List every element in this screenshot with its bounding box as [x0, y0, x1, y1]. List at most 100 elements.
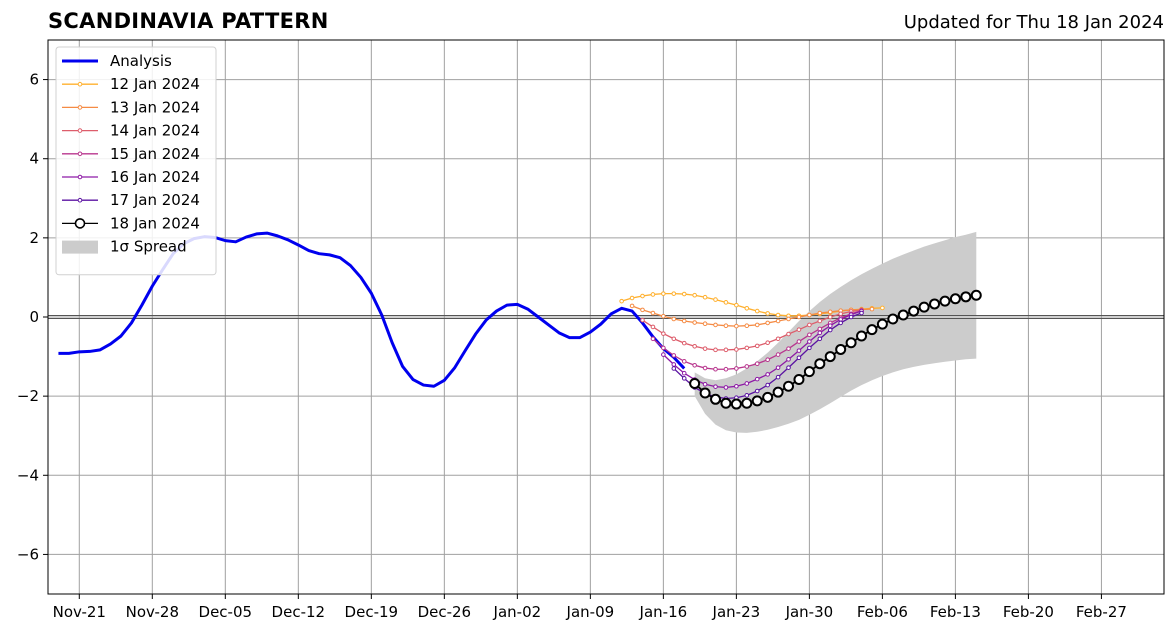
forecast-point — [681, 359, 687, 364]
forecast-point — [734, 323, 739, 329]
forecast-point — [765, 320, 770, 326]
legend-label: 13 Jan 2024 — [110, 98, 200, 116]
forecast-point — [765, 357, 770, 363]
forecast-point — [786, 346, 791, 351]
forecast-point — [640, 307, 645, 313]
forecast-point — [772, 386, 784, 398]
forecast-point — [713, 297, 718, 302]
forecast-point — [692, 362, 697, 368]
forecast-point — [754, 376, 760, 382]
legend-label: 16 Jan 2024 — [110, 168, 200, 186]
legend-entry: Analysis — [62, 52, 172, 70]
legend-marker — [77, 197, 83, 203]
forecast-point — [775, 365, 781, 370]
forecast-series — [661, 308, 864, 390]
forecast-point — [640, 317, 645, 323]
forecast-point — [939, 295, 951, 307]
forecast-point — [762, 391, 774, 403]
forecast-point — [692, 320, 697, 325]
forecast-point — [796, 355, 802, 361]
forecast-point — [681, 376, 687, 381]
forecast-point — [775, 312, 781, 318]
x-tick-label: Jan-16 — [639, 603, 688, 621]
forecast-point — [710, 393, 722, 405]
forecast-point — [744, 364, 750, 369]
forecast-point — [827, 323, 833, 329]
forecast-point — [713, 366, 718, 372]
forecast-point — [765, 372, 770, 377]
forecast-point — [869, 306, 875, 312]
forecast-point — [786, 357, 791, 362]
legend-marker — [77, 151, 83, 157]
forecast-point — [754, 343, 760, 349]
legend-marker — [77, 174, 83, 180]
legend-entry: 12 Jan 2024 — [62, 75, 200, 93]
x-tick-label: Dec-12 — [272, 603, 326, 621]
forecast-point — [629, 295, 635, 301]
forecast-point — [671, 291, 677, 296]
forecast-point — [817, 326, 823, 332]
legend-label: Analysis — [110, 52, 172, 70]
forecast-point — [681, 340, 687, 346]
legend-entry: 14 Jan 2024 — [62, 122, 200, 140]
forecast-point — [671, 316, 677, 322]
x-tick-label: Feb-27 — [1076, 603, 1127, 621]
forecast-point — [866, 324, 878, 336]
forecast-point — [817, 336, 823, 342]
legend-label: 1σ Spread — [110, 238, 187, 256]
forecast-point — [713, 384, 718, 389]
forecast-point — [970, 289, 982, 301]
forecast-point — [661, 291, 666, 296]
forecast-point — [661, 331, 666, 336]
legend-entry: 18 Jan 2024 — [62, 214, 200, 232]
forecast-point — [929, 298, 941, 310]
forecast-point — [827, 309, 833, 315]
forecast-point — [723, 300, 729, 305]
forecast-point — [650, 336, 656, 342]
forecast-point — [897, 309, 909, 321]
forecast-line — [642, 309, 862, 351]
x-tick-label: Feb-06 — [857, 603, 908, 621]
forecast-point — [689, 377, 701, 389]
forecast-point — [775, 352, 781, 357]
forecast-point — [702, 346, 708, 351]
forecast-point — [702, 321, 708, 327]
forecast-point — [814, 358, 826, 370]
forecast-point — [723, 385, 729, 390]
forecast-point — [827, 327, 833, 333]
legend-entry: 16 Jan 2024 — [62, 168, 200, 186]
x-tick-label: Nov-28 — [126, 603, 179, 621]
legend-marker — [77, 128, 83, 133]
x-tick-label: Jan-02 — [493, 603, 542, 621]
forecast-point — [692, 343, 697, 349]
forecast-point — [793, 374, 805, 386]
forecast-point — [786, 316, 791, 322]
forecast-series — [689, 289, 982, 410]
forecast-point — [713, 322, 718, 328]
forecast-point — [741, 397, 753, 409]
x-tick-label: Dec-26 — [418, 603, 472, 621]
forecast-point — [803, 366, 815, 378]
forecast-point — [720, 397, 732, 409]
x-tick-label: Jan-30 — [785, 603, 834, 621]
forecast-point — [744, 393, 750, 398]
forecast-point — [713, 347, 718, 353]
forecast-point — [859, 310, 864, 316]
legend-marker — [74, 218, 86, 229]
forecast-point — [734, 302, 739, 308]
forecast-point — [838, 311, 843, 317]
x-tick-label: Nov-21 — [53, 603, 106, 621]
forecast-point — [796, 348, 802, 353]
spread-band — [694, 231, 977, 433]
legend-label: 12 Jan 2024 — [110, 75, 200, 93]
y-tick-label: −2 — [17, 387, 39, 405]
forecast-point — [786, 331, 791, 337]
forecast-point — [848, 314, 854, 320]
forecast-point — [661, 345, 666, 351]
forecast-point — [730, 398, 742, 410]
x-tick-label: Jan-09 — [566, 603, 615, 621]
forecast-point — [650, 292, 656, 297]
forecast-point — [783, 380, 795, 392]
forecast-point — [817, 330, 823, 336]
